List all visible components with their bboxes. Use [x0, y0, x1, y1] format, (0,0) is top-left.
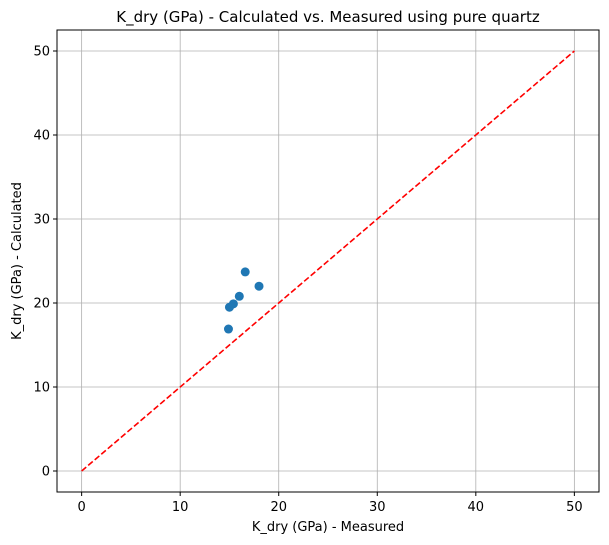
x-axis-ticks: 0 10 20 30 40 50 [77, 492, 583, 515]
data-point [228, 299, 238, 309]
y-tick-label: 30 [33, 213, 50, 228]
x-tick-label: 50 [566, 500, 583, 515]
grid-lines [57, 30, 599, 492]
x-tick-label: 40 [468, 500, 485, 515]
x-tick-label: 0 [77, 500, 85, 515]
data-point [223, 324, 233, 334]
plot-content [81, 50, 575, 472]
y-tick-label: 0 [42, 465, 50, 480]
data-point [234, 291, 244, 301]
x-axis-label: K_dry (GPa) - Measured [252, 520, 404, 535]
y-tick-label: 10 [33, 381, 50, 396]
y-axis-label: K_dry (GPa) - Calculated [10, 182, 25, 340]
data-point [240, 267, 250, 277]
y-tick-label: 50 [33, 45, 50, 60]
reference-line [81, 50, 575, 472]
x-tick-label: 30 [369, 500, 386, 515]
x-tick-label: 10 [172, 500, 189, 515]
y-axis-ticks: 0 10 20 30 40 50 [33, 45, 57, 480]
y-tick-label: 20 [33, 297, 50, 312]
x-tick-label: 20 [270, 500, 287, 515]
plot-frame [56, 29, 600, 493]
chart-title: K_dry (GPa) - Calculated vs. Measured us… [116, 8, 540, 27]
data-point [254, 281, 264, 291]
y-tick-label: 40 [33, 129, 50, 144]
